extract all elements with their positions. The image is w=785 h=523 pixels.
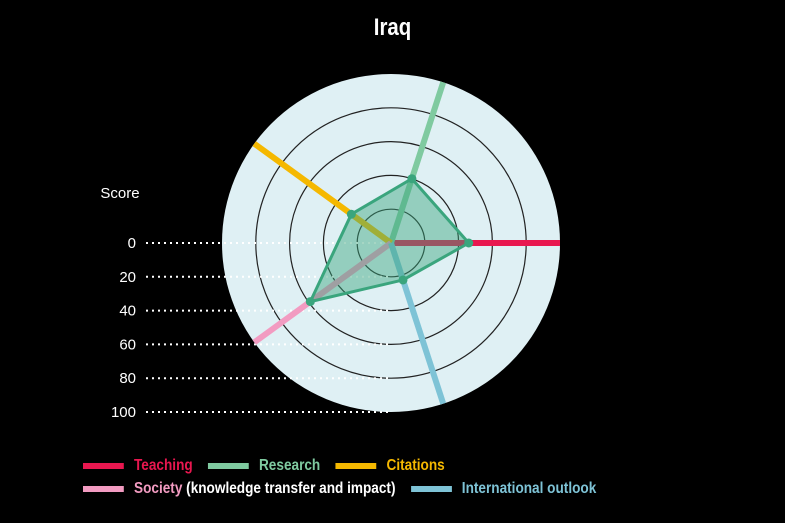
- axis-research: [388, 81, 447, 244]
- scale-tick-label: 40: [119, 303, 136, 320]
- legend-row-2: Society (knowledge transfer and impact) …: [83, 480, 612, 498]
- data-point-citations: [346, 209, 356, 219]
- legend-swatch: [410, 486, 452, 492]
- axis-society: [252, 240, 393, 345]
- data-point-international-outlook: [398, 275, 408, 285]
- legend-label: Citations: [386, 457, 445, 474]
- legend-society: Society (knowledge transfer and impact): [83, 480, 395, 498]
- data-point-research: [407, 174, 417, 184]
- legend-label-suffix: (knowledge transfer and impact): [182, 480, 396, 497]
- legend-swatch: [83, 463, 124, 469]
- legend-teaching: Teaching: [83, 457, 193, 475]
- axis-international-outlook: [388, 242, 447, 405]
- legend-research: Research: [207, 457, 321, 475]
- legend-swatch: [335, 463, 377, 469]
- score-polygon: [308, 177, 471, 304]
- legend-swatch: [83, 486, 124, 492]
- scale-tick-label: 60: [119, 336, 136, 353]
- chart-title: Iraq: [373, 14, 412, 41]
- scale-title: Score: [100, 185, 139, 202]
- scale-tick-label: 20: [119, 269, 136, 286]
- scale-tick-label: 100: [111, 404, 136, 421]
- scale-tick-label: 80: [119, 370, 136, 387]
- legend-label: Society: [134, 480, 183, 497]
- legend-label: Teaching: [134, 457, 193, 474]
- legend-citations: Citations: [335, 457, 445, 475]
- legend-label: Research: [258, 457, 321, 474]
- data-point-society: [305, 297, 315, 307]
- legend-row-1: Teaching Research Citations: [83, 457, 460, 475]
- legend-label: International outlook: [461, 480, 597, 497]
- axis-citations: [252, 141, 393, 246]
- legend-swatch: [207, 463, 249, 469]
- legend-international: International outlook: [410, 480, 597, 498]
- scale-tick-label: 0: [128, 235, 136, 252]
- data-point-teaching: [464, 238, 474, 248]
